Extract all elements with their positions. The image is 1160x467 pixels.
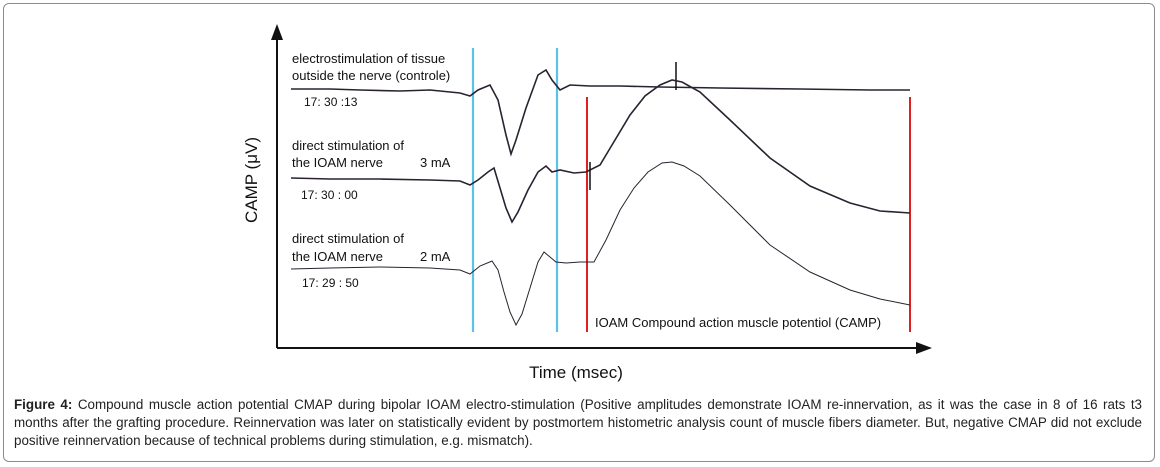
trace-3ma-time: 17: 30 : 00 bbox=[301, 188, 358, 202]
trace-3ma-label-line2: the IOAM nerve bbox=[292, 155, 383, 170]
figure-frame bbox=[3, 3, 1155, 462]
y-axis-label: CAMP (μV) bbox=[242, 137, 261, 223]
trace-3ma bbox=[290, 79, 911, 224]
trace-control-time: 17: 30 :13 bbox=[304, 95, 358, 109]
trace-label-control: electrostimulation of tissue outside the… bbox=[292, 51, 450, 109]
cmap-figure: CAMP (μV) Time (msec) electrostimulation… bbox=[242, 24, 932, 382]
figure-caption-text: Compound muscle action potential CMAP du… bbox=[14, 397, 1143, 448]
trace-2ma bbox=[290, 161, 911, 327]
y-axis-arrow bbox=[271, 24, 283, 40]
camp-annotation: IOAM Compound action muscle potentiol (C… bbox=[595, 315, 881, 330]
trace-control-label-line2: outside the nerve (controle) bbox=[292, 68, 450, 83]
axes bbox=[271, 24, 932, 354]
trace-2ma-current: 2 mA bbox=[420, 249, 451, 264]
x-axis-arrow bbox=[916, 342, 932, 354]
trace-control bbox=[291, 68, 910, 157]
trace-2ma-time: 17: 29 : 50 bbox=[302, 276, 359, 290]
trace-2ma-label-line1: direct stimulation of bbox=[292, 231, 404, 246]
trace-label-2ma: direct stimulation of the IOAM nerve 2 m… bbox=[292, 231, 451, 290]
figure-caption-label: Figure 4: bbox=[14, 397, 73, 412]
trace-label-3ma: direct stimulation of the IOAM nerve 3 m… bbox=[292, 138, 451, 202]
trace-control-label-line1: electrostimulation of tissue bbox=[292, 51, 445, 66]
figure-caption: Figure 4: Compound muscle action potenti… bbox=[14, 396, 1142, 450]
trace-3ma-current: 3 mA bbox=[420, 155, 451, 170]
x-axis-label: Time (msec) bbox=[529, 363, 623, 382]
trace-3ma-label-line1: direct stimulation of bbox=[292, 138, 404, 153]
trace-2ma-label-line2: the IOAM nerve bbox=[292, 249, 383, 264]
